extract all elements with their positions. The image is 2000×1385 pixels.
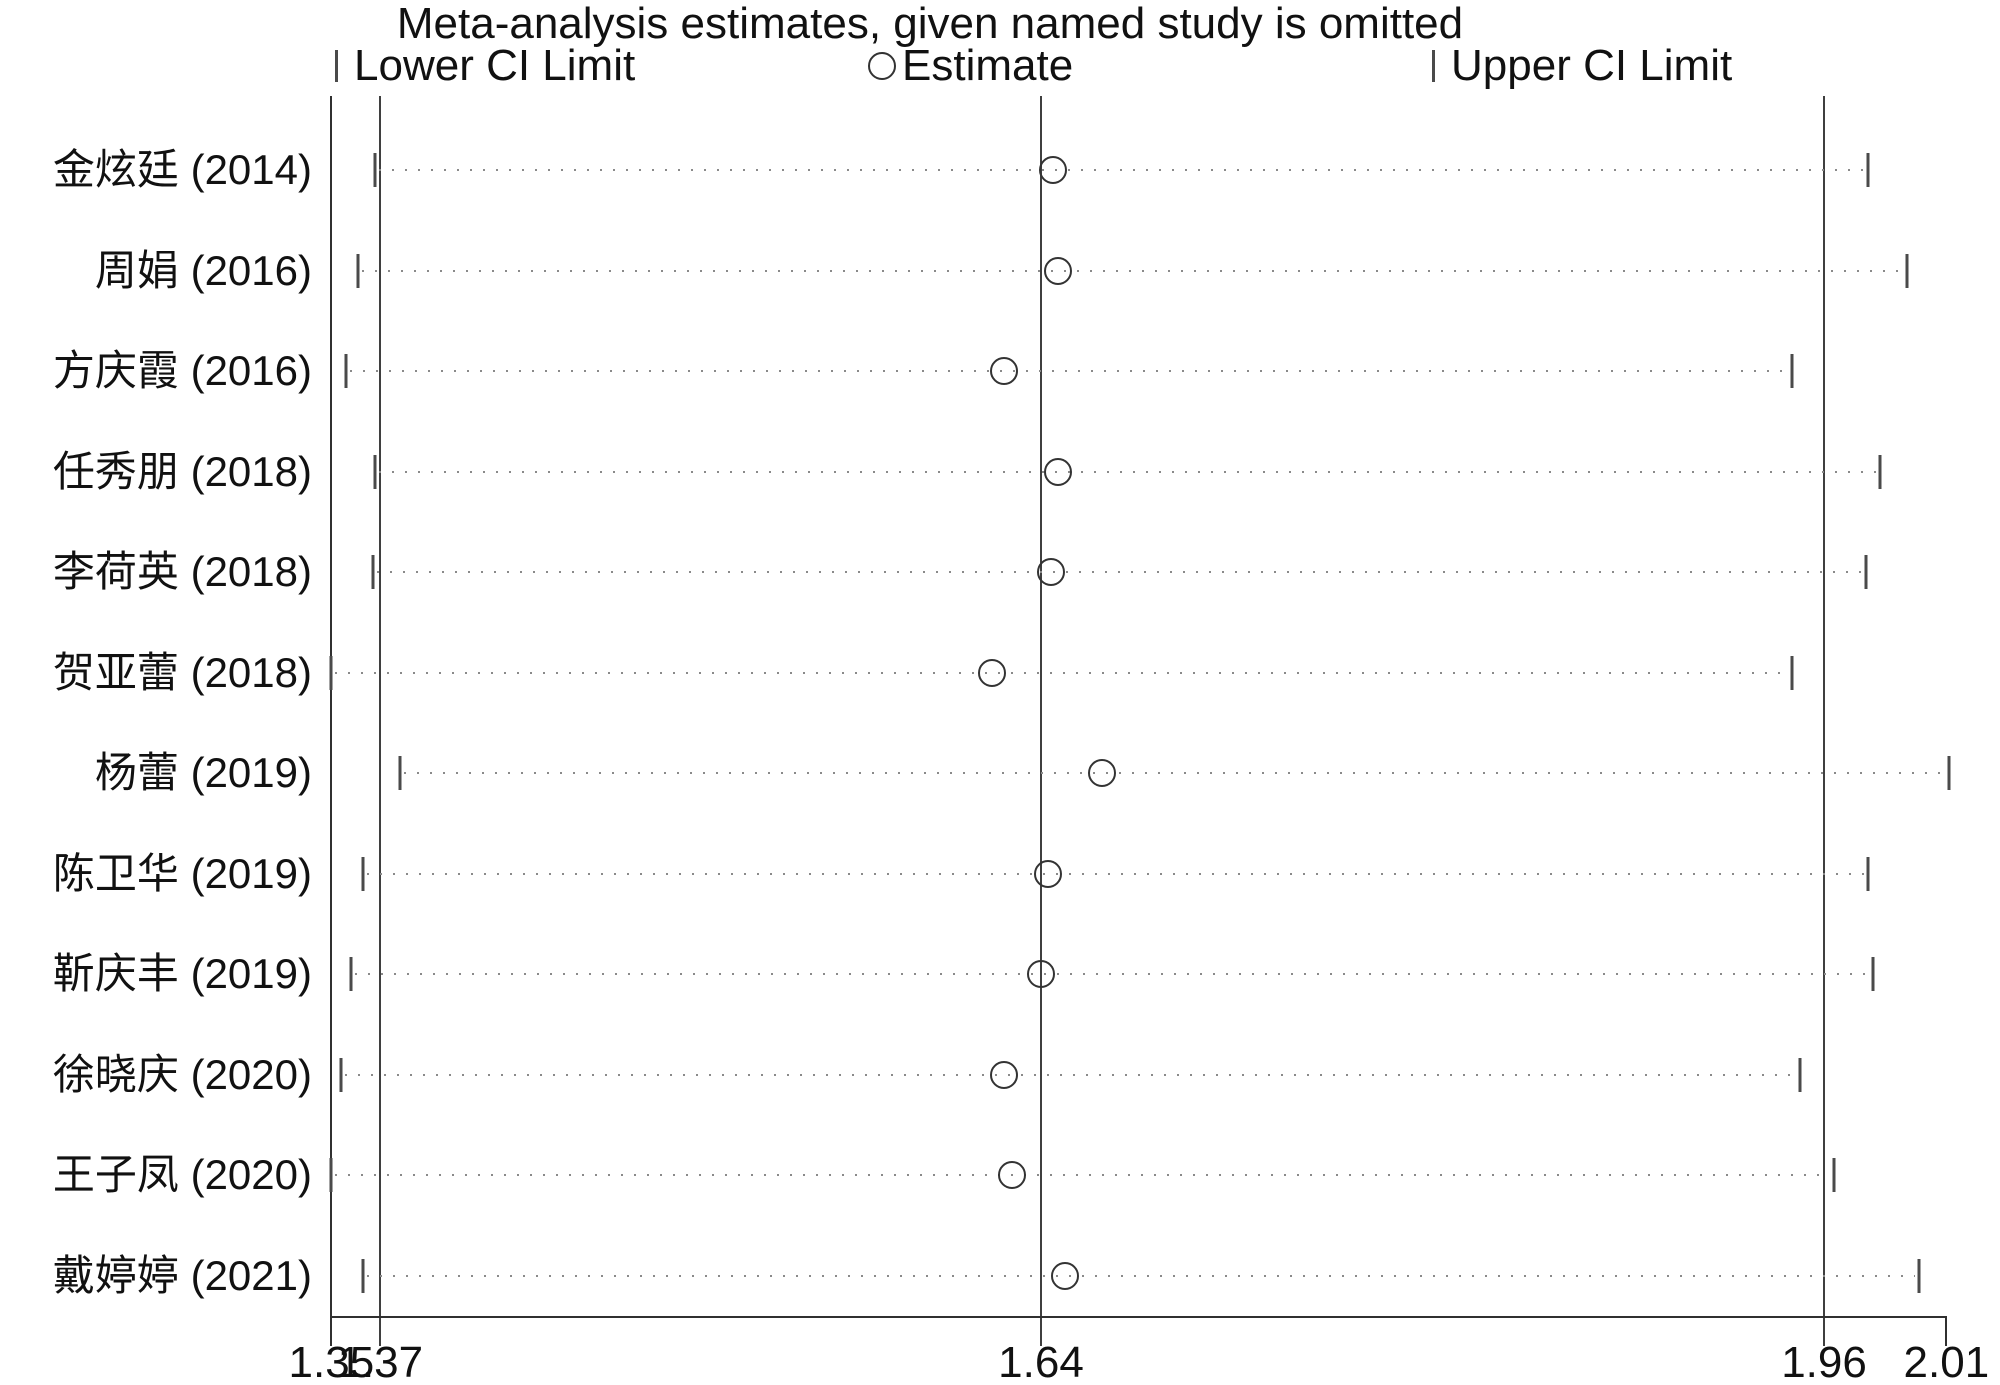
reference-line <box>1040 96 1042 1346</box>
estimate-circle <box>997 1161 1026 1189</box>
y-axis-line <box>330 96 333 1346</box>
ci-dotted-line <box>335 671 1789 674</box>
estimate-circle <box>1039 156 1068 184</box>
estimate-circle <box>1044 256 1073 285</box>
x-tick-label: 1.37 <box>337 1338 424 1385</box>
upper-ci-tick <box>1864 555 1868 589</box>
ci-dotted-line <box>379 470 1877 473</box>
estimate-circle <box>1027 960 1055 988</box>
chart-title: Meta-analysis estimates, given named stu… <box>396 0 1464 48</box>
lower-ci-tick <box>361 856 365 891</box>
legend-lower-label: Lower CI Limit <box>354 41 636 90</box>
estimate-circle <box>978 658 1007 687</box>
study-label: 贺亚蕾 (2018) <box>52 648 312 696</box>
upper-ci-tick <box>1790 354 1794 388</box>
ci-dotted-line <box>367 872 1865 875</box>
x-axis-end-tick <box>1945 1316 1948 1346</box>
x-axis-line <box>330 1316 1948 1318</box>
upper-ci-tick <box>1947 756 1951 790</box>
upper-ci-tick-icon <box>1432 50 1435 82</box>
legend-estimate-label: Estimate <box>902 41 1074 90</box>
study-label: 徐晓庆 (2020) <box>52 1050 312 1098</box>
ci-dotted-line <box>403 772 1945 774</box>
x-tick-label: 1.35 <box>288 1338 375 1385</box>
upper-ci-tick <box>1917 1258 1921 1293</box>
estimate-circle <box>1051 1261 1080 1290</box>
study-label: 戴婷婷 (2021) <box>52 1251 312 1299</box>
lower-ci-tick <box>344 354 348 388</box>
study-label: 靳庆丰 (2019) <box>52 950 312 997</box>
study-label: 方庆霞 (2016) <box>52 347 312 394</box>
lower-ci-tick <box>329 1158 333 1192</box>
ci-dotted-line <box>345 1073 1796 1076</box>
lower-ci-tick <box>398 756 402 790</box>
ci-dotted-line <box>362 269 1904 272</box>
study-label: 金炫廷 (2014) <box>52 146 312 193</box>
estimate-circle <box>1034 859 1063 888</box>
ci-dotted-line <box>367 1274 1916 1277</box>
lower-ci-tick <box>373 153 377 187</box>
study-label: 李荷英 (2018) <box>52 548 312 595</box>
estimate-circle <box>1036 558 1065 586</box>
lower-ci-tick-icon <box>335 50 338 82</box>
legend-estimate: Estimate <box>868 42 1073 90</box>
lower-ci-tick <box>329 655 333 690</box>
lower-ci-tick <box>339 1057 343 1092</box>
legend-upper-label: Upper CI Limit <box>1451 41 1733 90</box>
legend-lower-ci: Lower CI Limit <box>335 42 635 90</box>
upper-ci-tick <box>1790 655 1794 690</box>
study-label: 王子凤 (2020) <box>52 1151 312 1198</box>
study-label: 任秀朋 (2018) <box>52 447 312 495</box>
ci-dotted-line <box>354 973 1869 975</box>
study-label: 周娟 (2016) <box>94 246 312 294</box>
lower-ci-tick <box>361 1258 365 1293</box>
estimate-circle <box>990 1060 1019 1089</box>
upper-ci-tick <box>1798 1057 1802 1092</box>
ci-dotted-line <box>335 1174 1830 1176</box>
upper-ci-tick <box>1866 856 1870 891</box>
lower-ci-tick <box>356 253 360 288</box>
study-label: 杨蕾 (2019) <box>94 749 312 796</box>
upper-ci-tick <box>1878 454 1882 489</box>
estimate-circle <box>1044 457 1073 486</box>
upper-ci-tick <box>1905 253 1909 288</box>
x-tick-label: 2.01 <box>1903 1338 1990 1385</box>
upper-ci-tick <box>1832 1158 1836 1192</box>
lower-ci-tick <box>373 454 377 489</box>
lower-ci-tick <box>371 555 375 589</box>
upper-ci-tick <box>1866 153 1870 187</box>
reference-line <box>1823 96 1826 1346</box>
ci-dotted-line <box>376 571 1862 573</box>
upper-ci-tick <box>1871 957 1875 991</box>
ci-dotted-line <box>379 169 1865 171</box>
lower-ci-tick <box>349 957 353 991</box>
estimate-circle <box>1088 759 1117 787</box>
x-tick-label: 1.64 <box>998 1338 1084 1385</box>
x-tick-label: 1.96 <box>1781 1338 1867 1385</box>
estimate-circle <box>990 357 1019 385</box>
legend-upper-ci: Upper CI Limit <box>1432 42 1732 90</box>
reference-line <box>379 96 382 1346</box>
estimate-circle-icon <box>868 52 896 80</box>
study-label: 陈卫华 (2019) <box>52 849 312 897</box>
ci-dotted-line <box>350 370 1789 372</box>
